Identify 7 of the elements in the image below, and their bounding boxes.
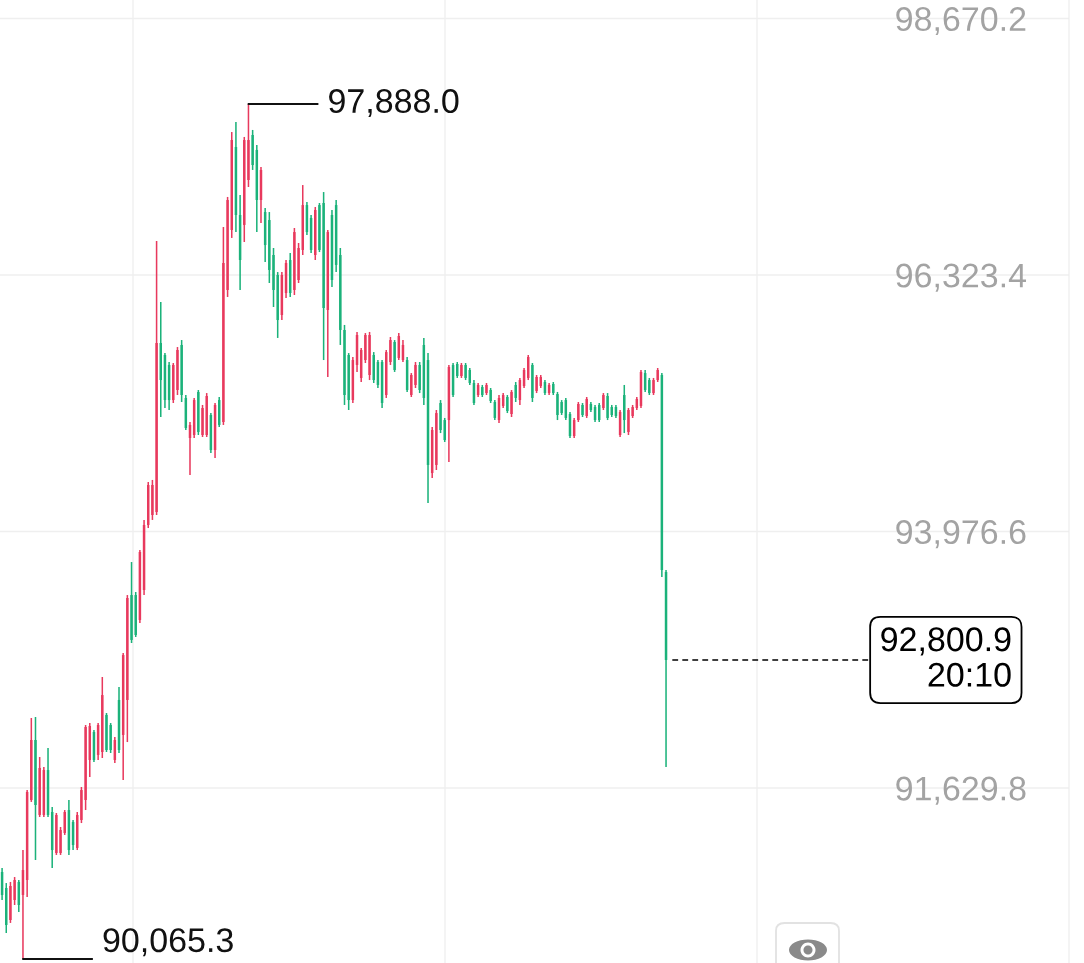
annotation: 97,888.0 bbox=[329, 89, 459, 118]
y-tick-label: 96,323.4 bbox=[896, 263, 1027, 292]
annotation: 90,065.3 bbox=[103, 928, 233, 957]
y-tick-label: 93,976.6 bbox=[896, 520, 1026, 549]
ref-line-label: 92,800.9 20:10 bbox=[881, 627, 1011, 687]
y-tick-label: 98,670.2 bbox=[896, 7, 1026, 36]
y-tick-label: 91,629.8 bbox=[896, 776, 1026, 805]
